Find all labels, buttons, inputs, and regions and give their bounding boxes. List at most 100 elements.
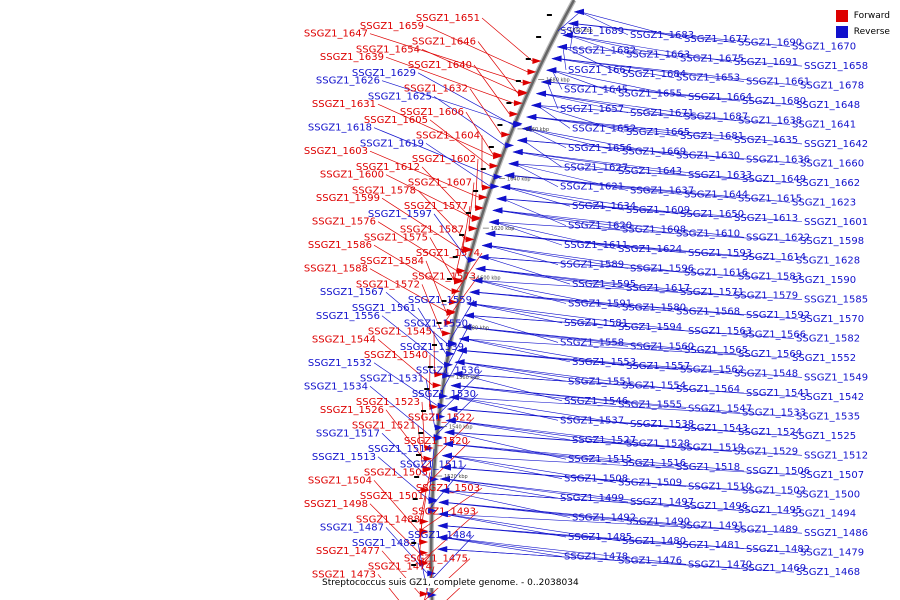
gene-arrow xyxy=(493,152,503,159)
gene-connector xyxy=(464,338,791,359)
feature-marker xyxy=(414,476,420,478)
feature-marker xyxy=(446,278,452,280)
gene-connector xyxy=(448,252,483,303)
gene-connector xyxy=(467,326,683,351)
gene-connector xyxy=(369,150,479,198)
gene-connector xyxy=(428,448,435,501)
gene-connector xyxy=(510,175,737,199)
gene-connector xyxy=(433,393,479,438)
gene-arrow xyxy=(419,590,429,597)
gene-label: SSGZ1_1652 xyxy=(572,123,636,134)
gene-label: SSGZ1_1491 xyxy=(680,520,744,531)
gene-connector xyxy=(385,174,473,219)
gene-label: SSGZ1_1554 xyxy=(622,380,686,391)
gene-connector xyxy=(527,128,621,152)
forward-label: Forward xyxy=(853,11,890,21)
gene-connector xyxy=(381,197,463,251)
gene-arrow xyxy=(475,205,485,212)
gene-label: SSGZ1_1612 xyxy=(356,162,420,173)
gene-label: SSGZ1_1565 xyxy=(684,345,748,356)
gene-connector xyxy=(418,495,427,543)
gene-connector xyxy=(532,116,803,145)
gene-connector xyxy=(447,455,799,476)
gene-label: SSGZ1_1604 xyxy=(416,131,480,142)
gene-connector xyxy=(574,23,791,47)
gene-label: SSGZ1_1504 xyxy=(308,475,372,486)
gene-label: SSGZ1_1588 xyxy=(304,264,368,275)
tick-label: 1680 kbp xyxy=(546,77,570,83)
gene-arrow xyxy=(492,207,503,214)
gene-label: SSGZ1_1638 xyxy=(738,116,802,127)
gene-connector xyxy=(445,478,683,507)
gene-arrow xyxy=(472,214,482,221)
gene-connector xyxy=(373,244,452,292)
gene-connector xyxy=(506,186,679,215)
gene-connector xyxy=(454,396,629,425)
gene-connector xyxy=(502,198,803,223)
gene-label: SSGZ1_1542 xyxy=(800,392,864,403)
gene-arrow xyxy=(434,371,444,378)
gene-label: SSGZ1_1573 xyxy=(412,272,476,283)
gene-connector xyxy=(498,210,675,234)
gene-connector xyxy=(427,464,467,511)
gene-label: SSGZ1_1532 xyxy=(308,358,372,369)
feature-marker xyxy=(424,388,430,390)
gene-connector xyxy=(518,151,687,176)
gene-connector xyxy=(425,378,436,428)
gene-connector xyxy=(523,140,799,164)
gene-label: SSGZ1_1487 xyxy=(320,522,384,533)
gene-label: SSGZ1_1567 xyxy=(320,287,384,298)
gene-arrow xyxy=(568,20,579,27)
gene-connector xyxy=(481,268,679,293)
feature-marker xyxy=(418,432,424,434)
gene-arrow xyxy=(432,382,442,389)
gene-connector xyxy=(484,256,791,281)
gene-arrow xyxy=(444,319,454,326)
gene-label: SSGZ1_1527 xyxy=(572,435,636,446)
gene-label: SSGZ1_1639 xyxy=(320,52,384,63)
gene-label: SSGZ1_1563 xyxy=(688,326,752,337)
gene-label: SSGZ1_1473 xyxy=(312,569,376,580)
gene-label: SSGZ1_1523 xyxy=(356,397,420,408)
gene-label: SSGZ1_1489 xyxy=(734,524,798,535)
gene-connector xyxy=(373,362,438,407)
gene-connector xyxy=(443,537,687,565)
gene-connector xyxy=(369,503,420,554)
gene-label: SSGZ1_1579 xyxy=(734,291,798,302)
tick-label: 1620 kbp xyxy=(491,226,515,232)
gene-label: SSGZ1_1623 xyxy=(792,197,856,208)
gene-connector xyxy=(445,478,629,503)
gene-arrow xyxy=(481,184,491,191)
gene-label: SSGZ1_1577 xyxy=(404,201,468,212)
gene-label: SSGZ1_1636 xyxy=(746,154,810,165)
gene-connector xyxy=(369,386,434,439)
gene-label: SSGZ1_1617 xyxy=(626,283,690,294)
gene-connector xyxy=(443,548,795,573)
gene-label: SSGZ1_1600 xyxy=(320,170,384,181)
gene-connector xyxy=(446,581,467,600)
gene-label: SSGZ1_1484 xyxy=(408,530,472,541)
gene-label: SSGZ1_1602 xyxy=(412,154,476,165)
gene-arrow xyxy=(541,78,552,85)
gene-connector xyxy=(421,284,443,334)
gene-connector xyxy=(502,198,733,219)
tick-label: 1560 kbp xyxy=(456,375,480,381)
gene-label: SSGZ1_1510 xyxy=(688,481,752,492)
gene-arrow xyxy=(419,518,429,525)
gene-label: SSGZ1_1643 xyxy=(618,166,682,177)
gene-connector xyxy=(421,401,425,448)
gene-connector xyxy=(462,350,733,374)
gene-label: SSGZ1_1478 xyxy=(564,552,628,563)
gene-label: SSGZ1_1658 xyxy=(804,61,868,72)
gene-arrow xyxy=(459,335,470,342)
gene-connector xyxy=(369,33,523,84)
feature-marker xyxy=(412,498,418,500)
gene-label: SSGZ1_1531 xyxy=(360,373,424,384)
gene-label: SSGZ1_1525 xyxy=(792,431,856,442)
gene-arrow xyxy=(517,137,528,144)
gene-connector xyxy=(444,502,625,522)
gene-arrow xyxy=(427,591,437,598)
gene-connector xyxy=(557,11,581,32)
gene-arrow xyxy=(440,464,451,471)
